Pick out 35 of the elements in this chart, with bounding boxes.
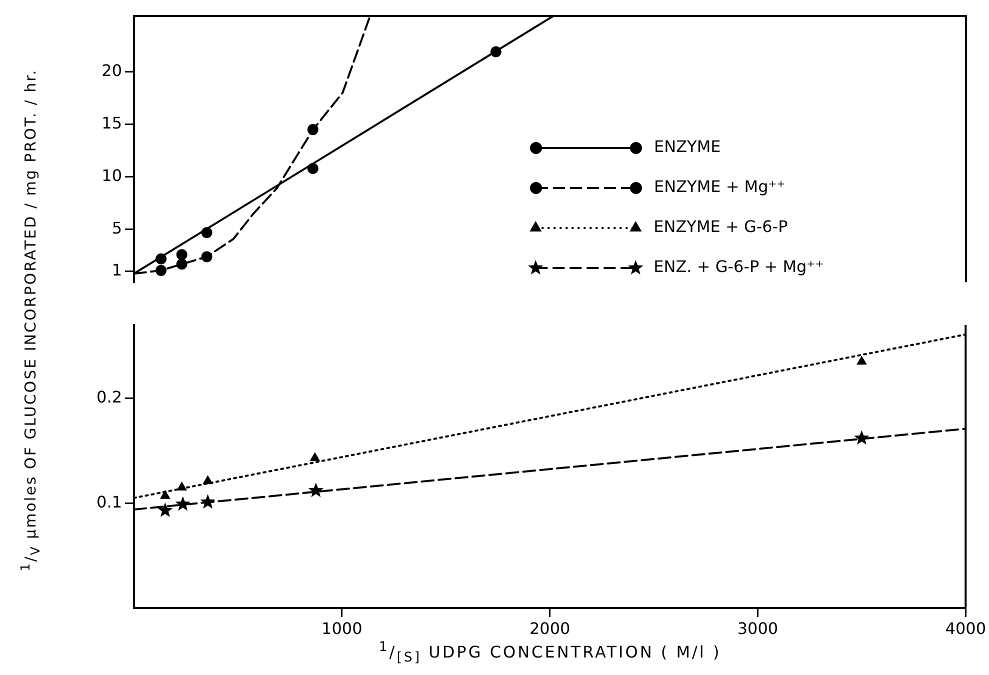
y-tick-label: 15 <box>102 113 122 132</box>
point <box>308 482 324 498</box>
point <box>202 476 213 484</box>
y-tick-label: 20 <box>102 60 122 80</box>
legend-label: ENZ. + G-6-P + Mg⁺⁺ <box>654 257 824 276</box>
x-tick-label: 2000 <box>529 618 570 638</box>
point <box>307 162 318 174</box>
point <box>176 258 188 270</box>
x-tick-label: 3000 <box>737 618 778 638</box>
legend-label: ENZYME + G-6-P <box>654 217 788 236</box>
point <box>158 502 173 517</box>
point <box>160 490 170 499</box>
y-tick-label: 10 <box>102 166 122 186</box>
point <box>856 356 867 365</box>
y-tick-label: 5 <box>112 218 122 238</box>
point <box>307 124 318 136</box>
point <box>201 227 212 238</box>
point <box>854 430 870 445</box>
point <box>176 482 187 490</box>
point <box>201 251 212 262</box>
point <box>200 494 216 509</box>
legend-label: ENZYME <box>654 137 721 156</box>
y-tick-label: 1 <box>112 260 122 280</box>
x-tick-label: 1000 <box>322 618 362 638</box>
legend-label: ENZYME + Mg⁺⁺ <box>654 177 786 196</box>
point <box>490 46 502 58</box>
point <box>156 253 167 264</box>
point <box>310 452 320 462</box>
point <box>175 496 190 511</box>
x-tick-label: 4000 <box>945 618 986 638</box>
y-tick-label: 0.1 <box>96 492 122 512</box>
point <box>156 264 167 276</box>
x-axis-title: $^{1}$/$_{[S]}$ UDPG CONCENTRATION ( M/l ) <box>378 640 722 666</box>
point <box>176 249 188 260</box>
y-tick-label: 0.2 <box>96 388 122 407</box>
